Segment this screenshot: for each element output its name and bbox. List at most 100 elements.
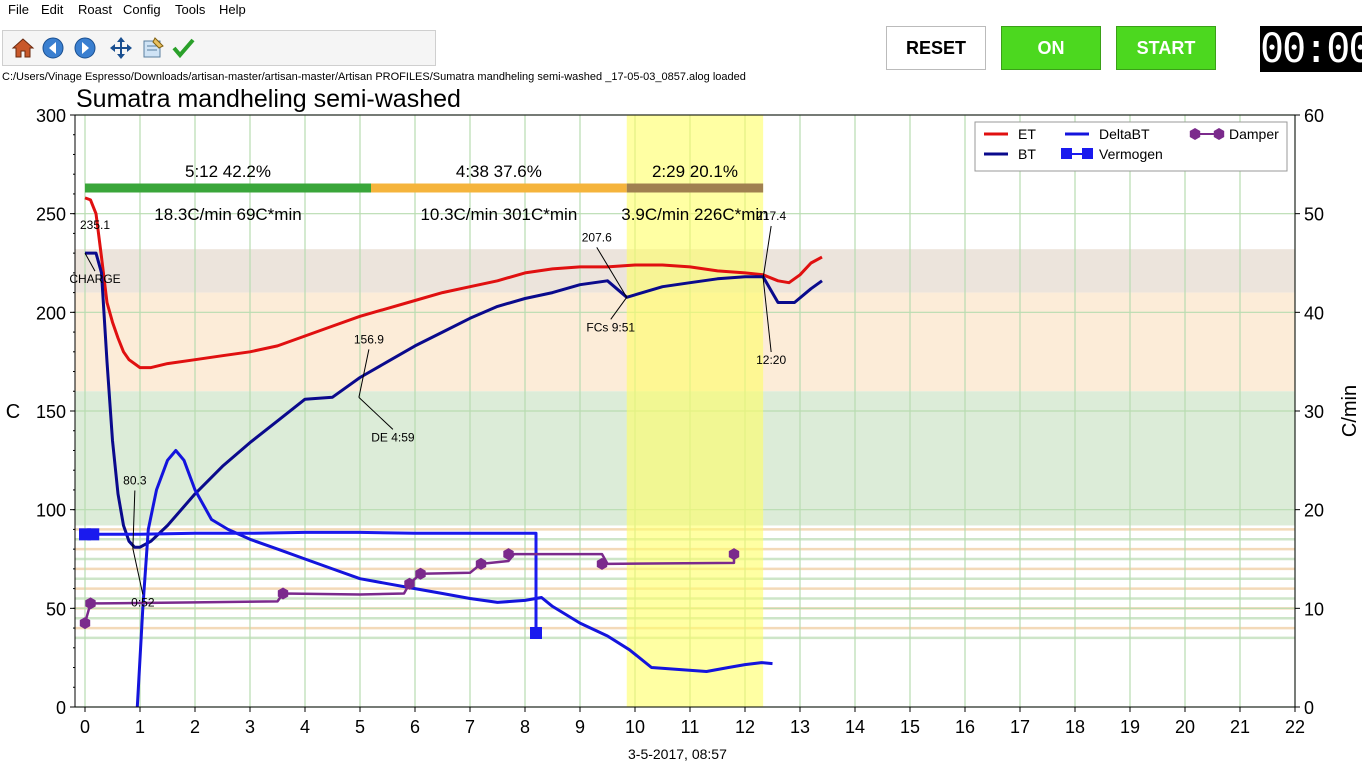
menu-tools[interactable]: Tools (175, 2, 206, 17)
y-tick-label: 100 (36, 501, 66, 521)
x-tick-label: 13 (790, 717, 810, 737)
legend-label: Damper (1229, 126, 1279, 142)
legend-swatch-marker (1061, 148, 1072, 159)
x-tick-label: 21 (1230, 717, 1250, 737)
y2-tick-label: 60 (1304, 106, 1324, 126)
legend-swatch-marker (1189, 128, 1201, 140)
menu-help[interactable]: Help (219, 2, 246, 17)
edit-icon[interactable] (141, 36, 165, 60)
phase-ror-label: 18.3C/min 69C*min (154, 205, 301, 224)
series-lines (83, 196, 823, 708)
phase-bars: 5:12 42.2% 18.3C/min 69C*min 4:38 37.6% 10.… (85, 162, 769, 224)
legend: ET DeltaBT Damper BT Vermogen (974, 121, 1288, 172)
series-bt (85, 251, 823, 549)
event-annotation-label: 156.9 (354, 332, 384, 346)
y2-axis-label: C/min (1339, 385, 1361, 437)
on-button[interactable]: ON (1001, 26, 1101, 70)
x-tick-label: 20 (1175, 717, 1195, 737)
y-axis-label: C (6, 401, 20, 423)
damper-marker (415, 567, 426, 580)
y2-tick-label: 20 (1304, 501, 1324, 521)
y2-tick-label: 50 (1304, 205, 1324, 225)
menu-roast[interactable]: Roast (78, 2, 112, 17)
series-damper (83, 552, 736, 624)
damper-marker (503, 548, 514, 561)
annotation-leader (132, 490, 136, 549)
x-tick-label: 18 (1065, 717, 1085, 737)
start-button[interactable]: START (1116, 26, 1216, 70)
x-tick-label: 22 (1285, 717, 1305, 737)
home-icon[interactable] (11, 36, 35, 60)
event-annotation-label: 0:52 (131, 596, 155, 610)
damper-marker (85, 597, 96, 610)
vermogen-marker (87, 528, 100, 541)
x-tick-label: 7 (465, 717, 475, 737)
x-tick-label: 9 (575, 717, 585, 737)
y-tick-label: 50 (46, 599, 66, 619)
x-tick-label: 19 (1120, 717, 1140, 737)
phase-time-label: 2:29 20.1% (652, 162, 738, 181)
y2-tick-label: 40 (1304, 303, 1324, 323)
legend-swatch-marker (1213, 128, 1225, 140)
vermogen-marker (530, 627, 542, 639)
forward-icon[interactable] (73, 36, 97, 60)
legend-label: ET (1018, 126, 1036, 142)
menu-config[interactable]: Config (123, 2, 161, 17)
y-tick-label: 150 (36, 402, 66, 422)
damper-marker (475, 557, 487, 570)
series-markers (79, 528, 740, 639)
phase-time-label: 5:12 42.2% (185, 162, 271, 181)
damper-marker (596, 557, 608, 570)
y-tick-label: 200 (36, 303, 66, 323)
legend-label: Vermogen (1099, 146, 1163, 162)
toolbar (2, 30, 436, 66)
axes: 0 1 2 3 4 5 6 7 8 9 10 11 12 13 14 15 16 17 18 19 20 21 220501… (6, 106, 1361, 737)
annotation-leader (132, 548, 144, 595)
annotation-leader (762, 225, 772, 279)
back-icon[interactable] (41, 36, 65, 60)
legend-box (974, 121, 1288, 172)
x-tick-label: 3 (245, 717, 255, 737)
x-tick-label: 8 (520, 717, 530, 737)
phase-ror-label: 3.9C/min 226C*min (621, 205, 768, 224)
series-vermogen (85, 530, 538, 633)
x-tick-label: 11 (681, 717, 700, 737)
check-icon[interactable] (171, 36, 195, 60)
annotation-leader (596, 247, 628, 298)
x-tick-label: 4 (300, 717, 310, 737)
chart-title: Sumatra mandheling semi-washed (76, 85, 461, 113)
legend-label: DeltaBT (1099, 126, 1150, 142)
timer-display: 00:00 (1260, 26, 1366, 72)
development-highlight (626, 115, 764, 707)
y2-tick-label: 0 (1304, 698, 1314, 718)
annotation-leader (84, 252, 96, 272)
y-tick-label: 250 (36, 205, 66, 225)
pan-icon[interactable] (109, 36, 133, 60)
annotation-leader (610, 297, 628, 320)
menu-bar: File Edit Roast Config Tools Help (0, 0, 1366, 20)
roast-chart[interactable]: 5:12 42.2% 18.3C/min 69C*min 4:38 37.6% 10.… (0, 84, 1366, 768)
series-deltabt (135, 449, 773, 708)
event-annotation-label: 12:20 (756, 353, 786, 367)
phase-ror-label: 10.3C/min 301C*min (420, 205, 577, 224)
event-annotation-label: 80.3 (123, 474, 147, 488)
y2-tick-label: 30 (1304, 402, 1324, 422)
y2-tick-label: 10 (1304, 599, 1324, 619)
menu-edit[interactable]: Edit (41, 2, 64, 17)
event-annotation-label: DE 4:59 (371, 430, 415, 444)
damper-marker (277, 587, 289, 600)
damper-marker (728, 548, 740, 561)
menu-file[interactable]: File (8, 2, 29, 17)
x-tick-label: 15 (900, 717, 920, 737)
x-tick-label: 16 (955, 717, 975, 737)
event-annotations: 235.1 CHARGE 80.3 0:52 156.9 DE 4:59 207.6 FCs … (69, 209, 786, 610)
event-annotation-label: FCs 9:51 (586, 320, 635, 334)
event-annotation-label: 235.1 (80, 218, 110, 232)
series-et (84, 196, 823, 370)
y-tick-label: 300 (36, 106, 66, 126)
reset-button[interactable]: RESET (886, 26, 986, 70)
x-tick-label: 5 (355, 717, 365, 737)
x-tick-label: 6 (410, 717, 420, 737)
event-annotation-label: CHARGE (69, 272, 120, 286)
damper-marker (404, 577, 415, 590)
